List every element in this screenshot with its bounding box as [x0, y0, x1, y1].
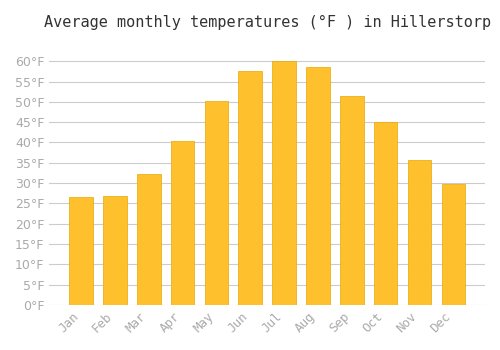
Bar [103, 196, 126, 305]
Bar [340, 96, 363, 305]
Bar [69, 197, 93, 305]
Title: Average monthly temperatures (°F ) in Hillerstorp: Average monthly temperatures (°F ) in Hi… [44, 15, 490, 30]
Bar [170, 141, 194, 305]
Bar [204, 101, 229, 305]
Bar [137, 174, 160, 305]
Bar [442, 184, 465, 305]
Bar [272, 61, 296, 305]
Bar [408, 160, 432, 305]
Bar [306, 67, 330, 305]
Bar [374, 122, 398, 305]
Bar [238, 71, 262, 305]
